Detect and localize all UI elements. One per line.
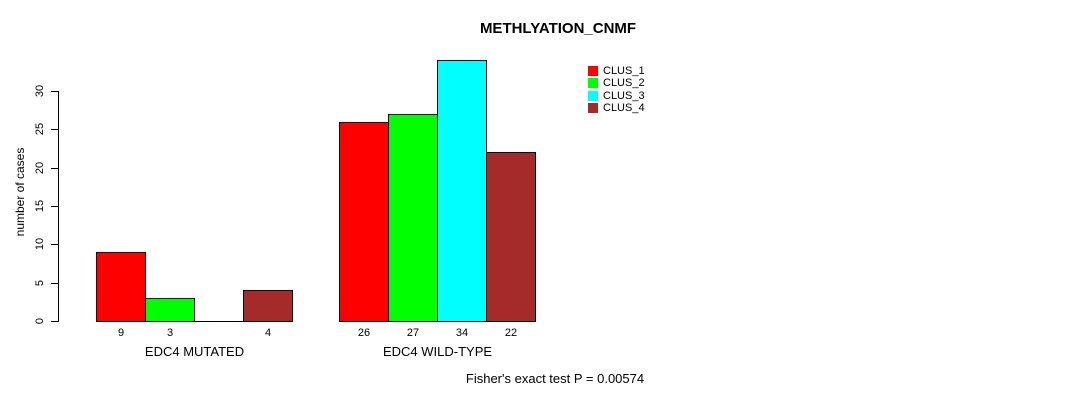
bar-value-label: 3 — [166, 327, 174, 339]
chart-title: METHLYATION_CNMF — [479, 20, 637, 37]
group-label-2: EDC4 WILD-TYPE — [382, 344, 493, 359]
bar-clus_3-2 — [437, 60, 487, 322]
y-axis-title: number of cases — [13, 147, 27, 237]
bar-value-label: 22 — [504, 327, 518, 339]
y-tick-label: 5 — [34, 279, 46, 287]
y-tick-label: 25 — [34, 122, 46, 136]
y-tick-mark — [51, 168, 58, 169]
y-tick-label: 15 — [34, 199, 46, 213]
y-tick-label: 20 — [34, 161, 46, 175]
bar-clus_2-1 — [145, 298, 195, 322]
group-label-1: EDC4 MUTATED — [144, 344, 245, 359]
legend-swatch-clus_2 — [588, 78, 598, 89]
y-axis-line — [58, 91, 59, 322]
y-tick-mark — [51, 283, 58, 284]
bar-clus_4-2 — [486, 152, 536, 322]
bar-value-label: 9 — [117, 327, 125, 339]
y-tick-mark — [51, 244, 58, 245]
y-tick-mark — [51, 321, 58, 322]
bar-clus_2-2 — [388, 114, 438, 322]
bar-clus_1-2 — [339, 122, 389, 322]
y-tick-mark — [51, 206, 58, 207]
legend-label-clus_4: CLUS_4 — [603, 101, 645, 114]
legend-label-clus_3: CLUS_3 — [603, 89, 645, 102]
y-tick-label: 30 — [34, 84, 46, 98]
legend-swatch-clus_1 — [588, 66, 598, 76]
legend-label-clus_2: CLUS_2 — [603, 77, 645, 90]
bar-value-label: 34 — [455, 327, 469, 339]
bar-clus_1-1 — [96, 252, 146, 322]
bar-clus_4-1 — [243, 290, 293, 322]
zero-bar-line-clus_3 — [194, 321, 244, 322]
bar-value-label: 26 — [357, 327, 371, 339]
legend-label-clus_1: CLUS_1 — [603, 65, 645, 77]
y-tick-label: 10 — [34, 237, 46, 251]
y-tick-label: 0 — [34, 317, 46, 325]
bar-value-label: 4 — [264, 327, 272, 339]
legend-swatch-clus_3 — [588, 90, 598, 101]
y-tick-mark — [51, 91, 58, 92]
legend-swatch-clus_4 — [588, 102, 598, 113]
pvalue-annotation: Fisher's exact test P = 0.00574 — [465, 371, 645, 386]
bar-value-label: 27 — [406, 327, 420, 339]
y-tick-mark — [51, 129, 58, 130]
